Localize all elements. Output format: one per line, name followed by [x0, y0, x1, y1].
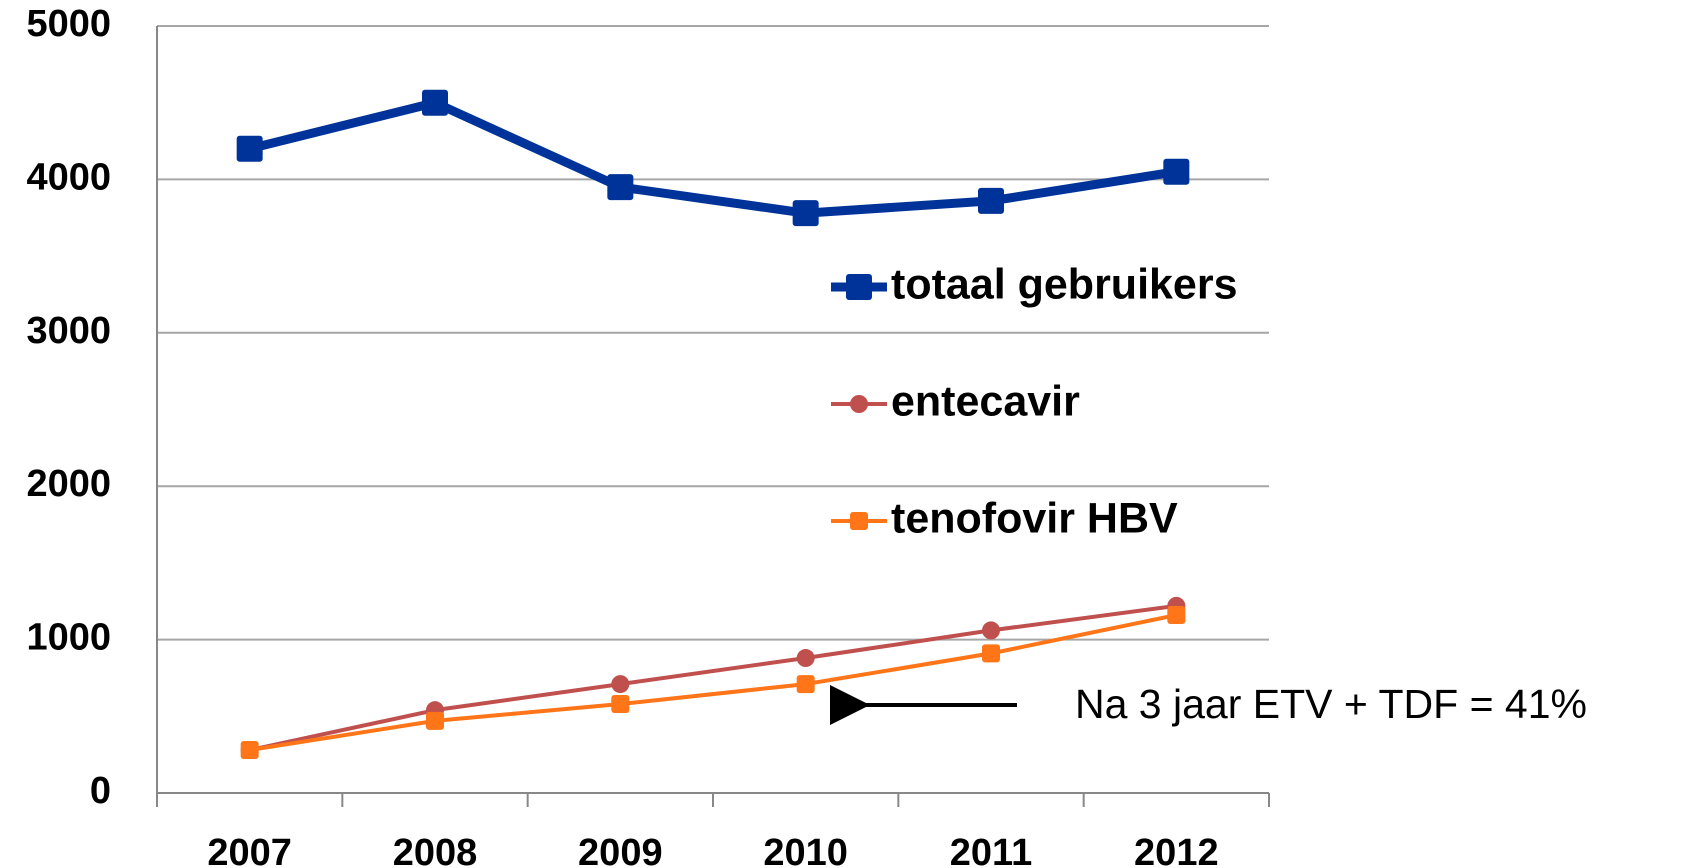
marker [236, 135, 263, 162]
x-tick-label: 2008 [393, 832, 478, 868]
marker [982, 644, 1000, 663]
y-tick-label: 5000 [26, 3, 111, 45]
series-line [248, 98, 1178, 218]
x-tick-label: 2012 [1134, 832, 1219, 868]
marker [1167, 606, 1186, 625]
x-tick-label: 2009 [578, 832, 663, 868]
marker [611, 675, 630, 694]
y-tick-label: 4000 [26, 156, 111, 198]
marker [607, 174, 634, 201]
marker [796, 675, 815, 694]
marker [982, 621, 1000, 640]
marker [611, 695, 630, 714]
series-line [249, 613, 1177, 753]
y-tick-label: 2000 [26, 463, 111, 505]
legend-marker [846, 274, 872, 300]
legend-marker [850, 512, 868, 530]
y-tick-label: 3000 [26, 310, 111, 352]
x-tick-label: 2010 [763, 832, 848, 868]
marker [422, 89, 448, 116]
x-tick-label: 2011 [950, 832, 1032, 868]
y-tick-label: 0 [90, 770, 111, 812]
marker [426, 711, 444, 730]
marker [796, 649, 815, 668]
marker [792, 200, 819, 227]
legend-label: entecavir [891, 377, 1080, 425]
marker [978, 187, 1004, 214]
annotation: Na 3 jaar ETV + TDF = 41% [1075, 681, 1587, 727]
x-tick-label: 2007 [207, 832, 292, 868]
legend-label: totaal gebruikers [891, 260, 1238, 308]
marker [1163, 158, 1190, 185]
legend-label: tenofovir HBV [891, 494, 1178, 542]
series-line [249, 603, 1177, 753]
marker [240, 741, 259, 760]
legend-marker [850, 395, 868, 413]
y-tick-label: 1000 [26, 617, 111, 659]
